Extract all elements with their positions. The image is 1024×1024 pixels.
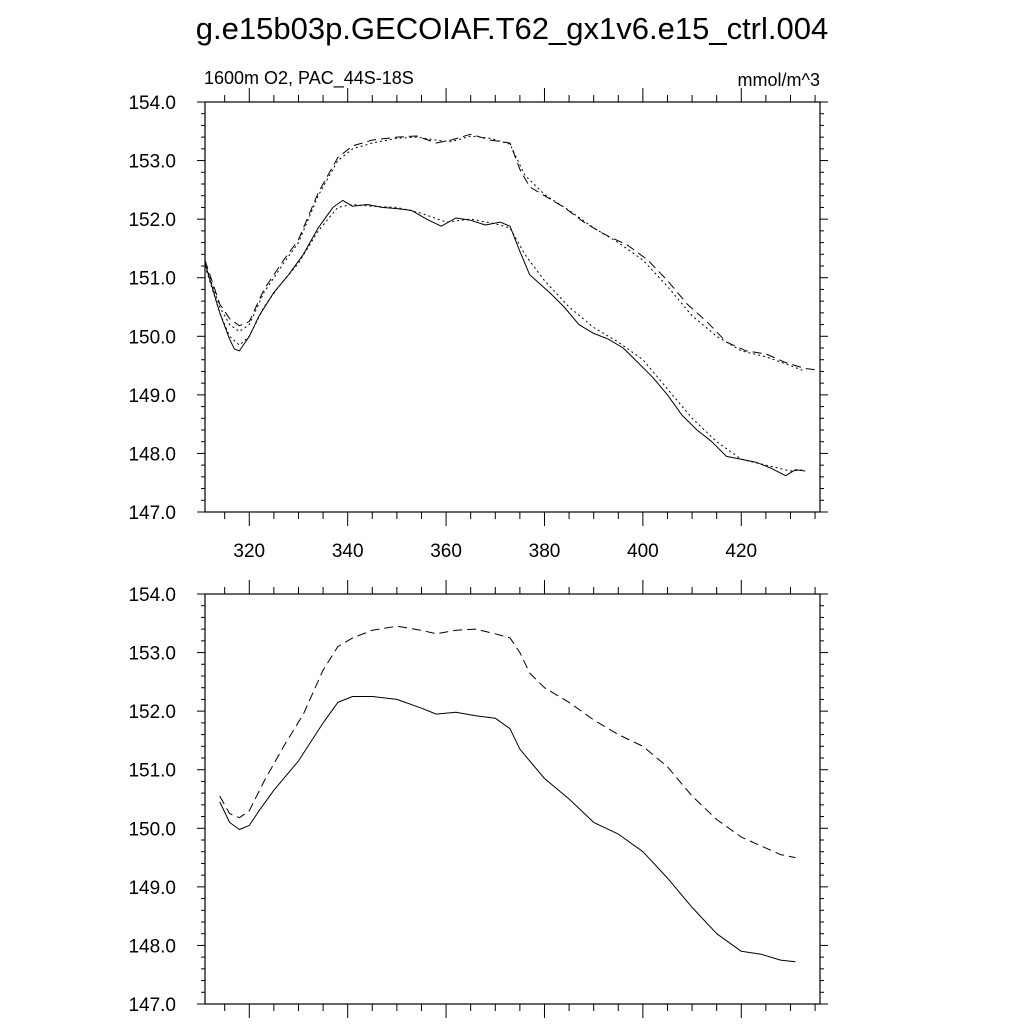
top-xtick-label: 380 [529,541,561,562]
top-axis-ticks: 147.0 148.0 149.0 150.0 151.0 152.0 153.0 154.0… [128,88,828,562]
bottom-ytick-label: 154.0 [128,585,176,606]
top-xtick-label: 400 [627,541,659,562]
top-series-group [204,133,821,477]
bottom-axis-ticks: 147.0 148.0 149.0 150.0 151.0 152.0 153.0 154.0 [128,580,828,1018]
bottom-ytick-label: 150.0 [128,819,176,840]
top-ytick-label: 148.0 [128,444,176,465]
bottom-plot-frame [204,593,821,1005]
top-panel: 1600m O2, PAC_44S-18S mmol/m^3 147.0 148.… [128,68,828,562]
bottom-ytick-label: 152.0 [128,702,176,723]
bottom-ytick-label: 148.0 [128,936,176,957]
top-xtick-label: 340 [332,541,364,562]
top-ytick-label: 150.0 [128,327,176,348]
top-xtick-label: 360 [430,541,462,562]
subtitle-left: 1600m O2, PAC_44S-18S [204,68,414,89]
top-series-upper-dashed [204,133,821,371]
top-ytick-label: 152.0 [128,210,176,231]
top-plot-frame [204,101,821,513]
bottom-panel: 147.0 148.0 149.0 150.0 151.0 152.0 153.0 154.0 [128,580,828,1018]
bottom-ytick-label: 147.0 [128,995,176,1016]
top-ytick-label: 147.0 [128,503,176,524]
top-series-upper-dotted [204,135,806,372]
top-series-lower-dotted [204,204,806,472]
subtitle-right: mmol/m^3 [738,70,820,90]
bottom-series-upper-dashed-smooth [219,625,796,859]
bottom-ytick-label: 153.0 [128,644,176,665]
top-xtick-label: 320 [233,541,265,562]
top-ytick-label: 153.0 [128,152,176,173]
bottom-ytick-label: 151.0 [128,761,176,782]
top-xtick-label: 420 [725,541,757,562]
top-ytick-label: 154.0 [128,93,176,114]
top-ytick-label: 149.0 [128,386,176,407]
bottom-series-lower-solid-smooth [219,696,796,963]
top-series-lower-solid [204,199,806,477]
bottom-series-group [219,625,796,963]
chart-title: g.e15b03p.GECOIAF.T62_gx1v6.e15_ctrl.004 [196,11,828,46]
bottom-ytick-label: 149.0 [128,878,176,899]
top-ytick-label: 151.0 [128,269,176,290]
